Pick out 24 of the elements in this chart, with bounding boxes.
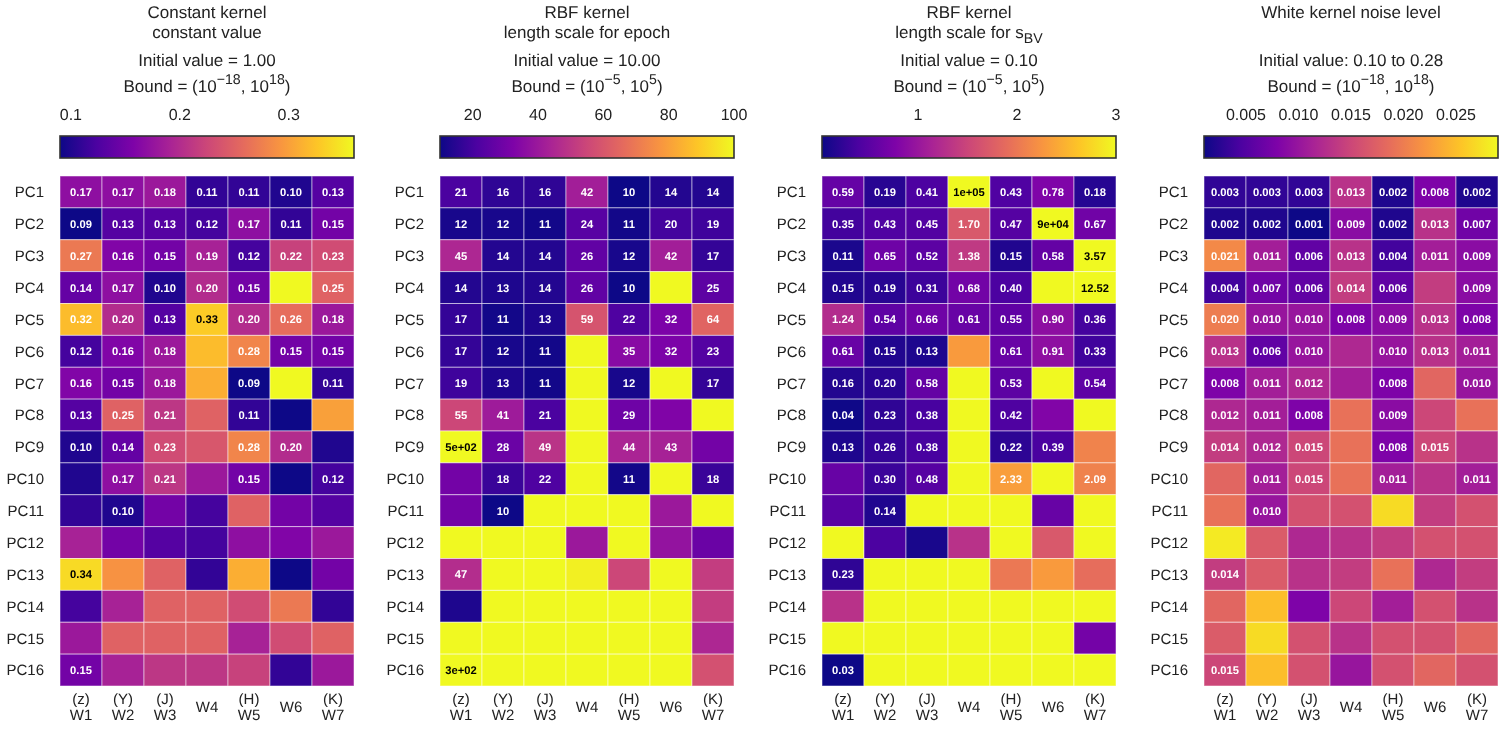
color-bar-label: 0.010 <box>1278 106 1320 124</box>
color-bar-label: 0.015 <box>1330 106 1373 124</box>
color-bar-label: 0.005 <box>1225 106 1268 124</box>
color-bar-label: 0.025 <box>1435 106 1478 124</box>
color-bar-label: 60 <box>594 106 614 124</box>
color-bar-label: 0.2 <box>168 106 192 124</box>
color-bar-label: 80 <box>659 106 679 124</box>
color-bar-label: 2 <box>1012 106 1023 124</box>
chart-title: White kernel noise level <box>1261 2 1441 22</box>
color-bar-label: 20 <box>463 106 483 124</box>
color-bar-label: 0.1 <box>59 106 84 124</box>
chart-subtitle: Initial value = 10.00 Bound = (10$^{−5}$, 10$^{5}$) <box>511 50 663 96</box>
color-bar-label: 100 <box>720 106 749 124</box>
chart-title: RBF kernel length scale for s$_{BV}$ <box>895 2 1043 50</box>
color-bar-label: 3 <box>1111 106 1122 124</box>
chart-subtitle: Initial value: 0.10 to 0.28 Bound = (10$^{−18}$, 10$^{18}$) <box>1258 50 1444 96</box>
chart-subtitle: Initial value = 1.00 Bound = (10$^{−18}$, 10$^{18}$) <box>123 50 291 96</box>
color-bar-label: 0.3 <box>277 106 301 124</box>
color-bar-label: 40 <box>529 106 548 124</box>
color-bar-label: 0.020 <box>1383 106 1425 124</box>
chart-title: RBF kernel length scale for epoch <box>503 2 671 42</box>
color-bar-label: 1 <box>913 106 924 124</box>
chart-title: Constant kernel constant value <box>147 2 267 42</box>
chart-subtitle: Initial value = 0.10 Bound = (10$^{−5}$, 10$^{5}$) <box>893 50 1045 96</box>
